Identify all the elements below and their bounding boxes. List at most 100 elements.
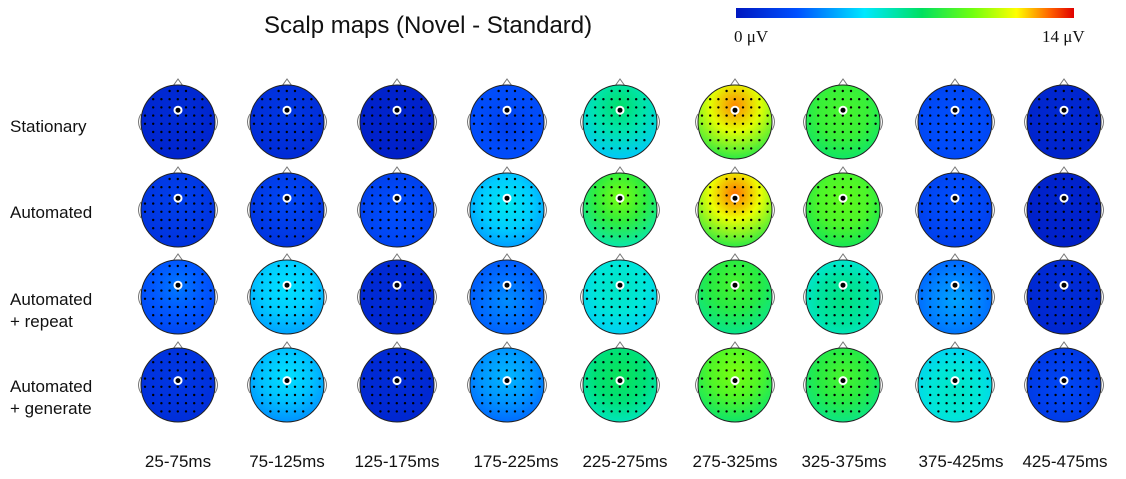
electrode-dot	[945, 281, 948, 284]
scalp-map-stationary-25-75ms	[138, 78, 218, 160]
electrode-dot	[472, 385, 476, 388]
electrode-dot	[725, 273, 728, 276]
scalp-head	[805, 84, 881, 160]
electrode-dot	[371, 377, 374, 380]
electrode-dot	[302, 393, 305, 397]
electrode-dot	[152, 281, 155, 284]
electrode-dot	[929, 393, 932, 397]
electrode-dot	[866, 130, 869, 134]
electrode-dot	[920, 377, 924, 380]
electrode-dot	[395, 139, 398, 142]
electrode-dot	[371, 98, 374, 101]
electrode-dot	[184, 186, 188, 189]
electrode-dot	[1087, 210, 1090, 213]
electrode-dot	[293, 89, 297, 93]
electrode-dot	[513, 210, 517, 213]
electrode-dot	[168, 402, 171, 405]
electrode-dot	[379, 194, 382, 197]
electrode-dot	[285, 202, 288, 205]
electrode-dot	[970, 202, 973, 205]
electrode-dot	[635, 147, 638, 150]
electrode-dot	[530, 210, 533, 213]
electrode-dot	[285, 361, 288, 364]
electrode-dot	[945, 210, 948, 213]
electrode-dot	[505, 369, 508, 372]
electrode-dot	[168, 186, 171, 189]
electrode-dot	[961, 297, 965, 300]
electrode-dot	[538, 210, 541, 213]
electrode-dot	[817, 210, 820, 213]
electrode-dot	[858, 114, 861, 117]
electrode-dot	[602, 210, 605, 213]
electrode-dot	[929, 218, 932, 222]
electrode-dot	[201, 369, 204, 372]
electrode-dot	[978, 114, 981, 117]
electrode-dot	[269, 369, 272, 372]
ear-marker	[695, 113, 699, 131]
electrode-dot	[530, 227, 533, 230]
scalp-map-automated-75-125ms	[247, 166, 327, 248]
electrode-dot	[1070, 147, 1074, 150]
electrode-dot	[709, 194, 712, 197]
electrode-dot	[733, 218, 736, 222]
electrode-dot	[1070, 402, 1074, 405]
electrode-dot	[513, 106, 517, 109]
electrode-dot	[841, 289, 844, 292]
electrode-dot	[725, 227, 728, 230]
electrode-dot	[302, 361, 305, 364]
ear-marker	[915, 288, 919, 306]
electrode-dot	[594, 273, 597, 276]
electrode-dot	[522, 114, 525, 117]
electrode-dot	[825, 385, 828, 388]
electrode-dot	[635, 106, 638, 109]
electrode-dot	[371, 194, 374, 197]
electrode-dot	[986, 202, 989, 205]
electrode-dot	[387, 89, 390, 93]
electrode-dot	[833, 393, 836, 397]
nose-marker	[172, 166, 184, 175]
electrode-dot	[1079, 186, 1082, 189]
electrode-dot	[618, 369, 621, 372]
electrode-dot	[725, 147, 728, 150]
nose-marker	[949, 341, 961, 350]
electrode-dot	[1054, 202, 1057, 205]
electrode-dot	[168, 385, 171, 388]
electrode-dot	[825, 106, 828, 109]
electrode-dot	[825, 281, 828, 284]
electrode-dot	[741, 186, 745, 189]
electrode-dot	[269, 114, 272, 117]
electrode-dot	[168, 314, 171, 317]
ear-marker	[879, 376, 883, 394]
electrode-dot	[970, 314, 973, 317]
electrode-dot	[201, 377, 204, 380]
scalp-map-automated-125-175ms	[357, 166, 437, 248]
electrode-dot	[371, 393, 374, 397]
electrode-dot	[709, 210, 712, 213]
electrode-dot	[176, 402, 179, 405]
electrode-dot	[318, 385, 321, 388]
electrode-dot	[929, 377, 932, 380]
electrode-dot	[717, 297, 720, 300]
electrode-dot	[302, 98, 305, 101]
electrode-dot	[937, 139, 940, 142]
ear-marker	[915, 113, 919, 131]
electrode-dot	[725, 297, 728, 300]
electrode-dot	[403, 322, 407, 325]
electrode-dot	[277, 314, 280, 317]
electrode-dot	[193, 322, 196, 325]
electrode-dot	[858, 202, 861, 205]
electrode-dot	[602, 377, 605, 380]
ear-marker	[695, 201, 699, 219]
electrode-dot	[643, 385, 646, 388]
electrode-dot	[403, 210, 407, 213]
electrode-dot	[160, 227, 163, 230]
electrode-dot	[310, 106, 313, 109]
electrode-dot	[978, 281, 981, 284]
electrode-dot	[1062, 352, 1065, 356]
row-label-automated-repeat: Automated + repeat	[10, 290, 93, 331]
electrode-dot	[201, 281, 204, 284]
electrode-dot	[929, 305, 932, 309]
electrode-dot	[387, 130, 390, 134]
electrode-dot	[261, 281, 264, 284]
electrode-dot	[489, 139, 492, 142]
